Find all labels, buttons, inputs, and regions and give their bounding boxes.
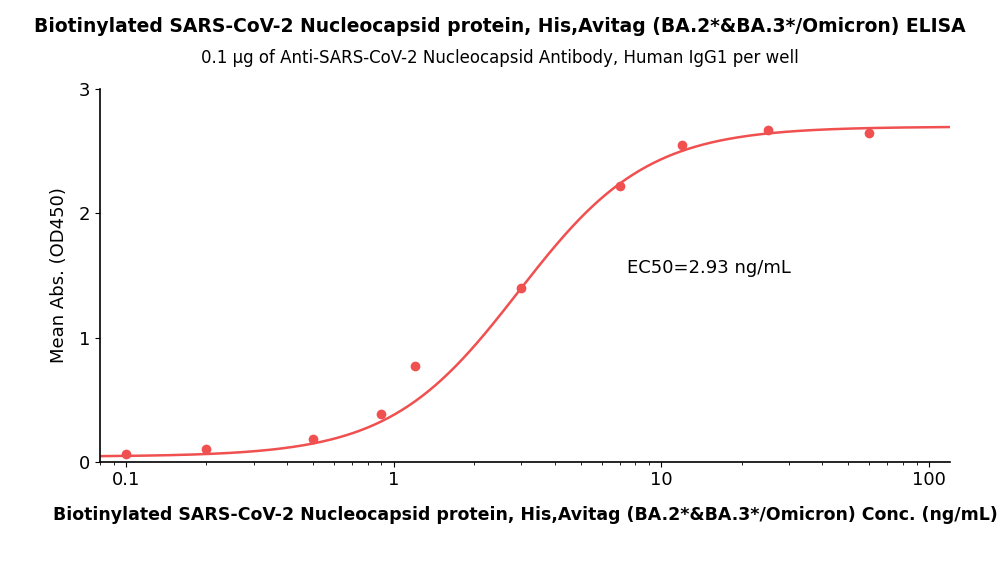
X-axis label: Biotinylated SARS-CoV-2 Nucleocapsid protein, His,Avitag (BA.2*&BA.3*/Omicron) C: Biotinylated SARS-CoV-2 Nucleocapsid pro… — [53, 506, 997, 524]
Text: 0.1 μg of Anti-SARS-CoV-2 Nucleocapsid Antibody, Human IgG1 per well: 0.1 μg of Anti-SARS-CoV-2 Nucleocapsid A… — [201, 49, 799, 67]
Text: Biotinylated SARS-CoV-2 Nucleocapsid protein, His,Avitag (BA.2*&BA.3*/Omicron) E: Biotinylated SARS-CoV-2 Nucleocapsid pro… — [34, 17, 966, 36]
Y-axis label: Mean Abs. (OD450): Mean Abs. (OD450) — [50, 188, 68, 364]
Text: EC50=2.93 ng/mL: EC50=2.93 ng/mL — [627, 259, 791, 277]
